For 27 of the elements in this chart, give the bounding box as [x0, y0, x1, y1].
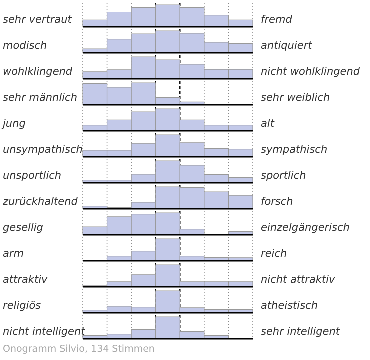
y-axis-title: arm [3, 248, 24, 260]
y-axis-title: wohlklingend [3, 66, 73, 78]
y2-axis-title: antiquiert [261, 40, 314, 52]
y2-axis-title: reich [261, 248, 288, 260]
y2-axis-title: fremd [261, 14, 293, 26]
y2-axis-title: alt [261, 118, 276, 130]
y-axis-title: unsportlich [3, 170, 62, 182]
y2-axis-title: sehr weiblich [261, 92, 330, 104]
y2-axis-title: nicht attraktiv [261, 274, 336, 286]
y-axis-title: unsympathisch [3, 144, 83, 156]
y-axis-title: modisch [3, 40, 48, 52]
y-axis-title: jung [1, 118, 26, 130]
y-axis-title: nicht intelligent [3, 326, 86, 338]
text: Onogramm Silvio, 134 Stimmen [3, 344, 155, 355]
y2-axis-title: einzelgängerisch [261, 222, 350, 234]
y2-axis-title: sportlich [261, 170, 306, 182]
y-axis-title: zurückhaltend [2, 196, 78, 208]
y2-axis-title: forsch [261, 196, 294, 208]
y-axis-title: religiös [3, 300, 42, 312]
y2-axis-title: sehr intelligent [261, 326, 341, 338]
y-axis-title: gesellig [3, 222, 44, 234]
y-axis-title: attraktiv [3, 274, 49, 286]
y2-axis-title: atheistisch [261, 300, 318, 312]
y-axis-title: sehr männlich [3, 92, 78, 104]
y-axis-title: sehr vertraut [3, 14, 73, 26]
y2-axis-title: nicht wohlklingend [261, 66, 360, 78]
y2-axis-title: sympathisch [261, 144, 328, 156]
